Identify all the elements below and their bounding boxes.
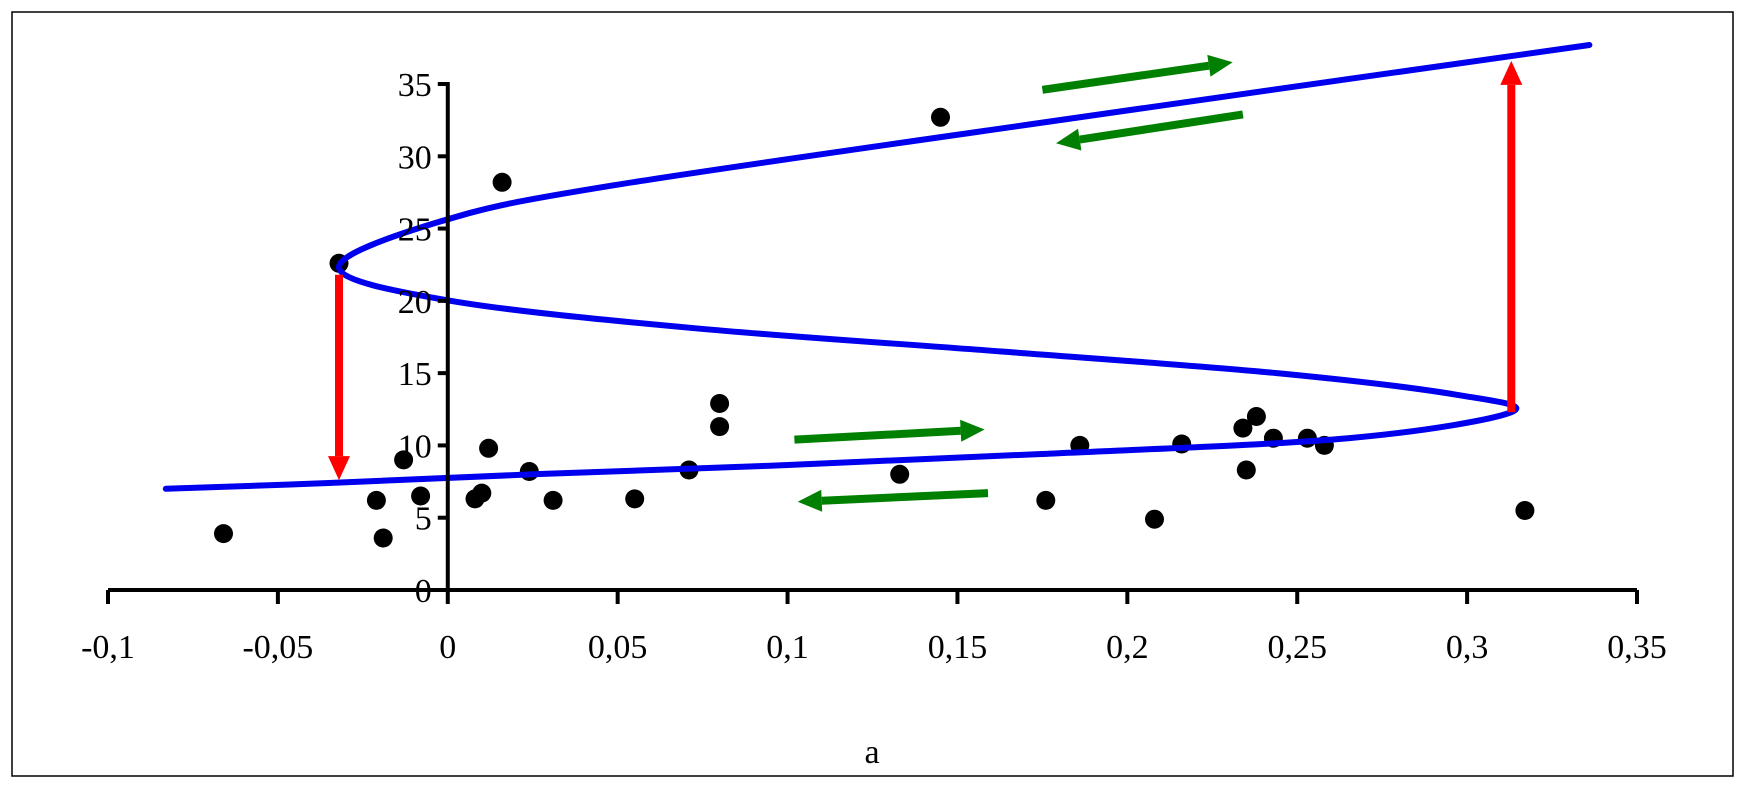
arrow-head [328, 456, 350, 481]
x-tick-label: 0,3 [1446, 629, 1489, 666]
x-tick-label: 0,15 [928, 629, 988, 666]
data-point [625, 489, 645, 509]
data-point [1515, 501, 1535, 520]
arrow-shaft [1079, 110, 1244, 144]
data-point [479, 438, 499, 458]
x-tick-label: -0,1 [81, 629, 135, 666]
x-tick-label: 0,05 [588, 629, 648, 666]
arrow-annotation [1041, 54, 1233, 94]
data-point [710, 394, 730, 413]
x-axis-title: a [864, 734, 879, 771]
arrow-head [1500, 60, 1523, 85]
y-tick-label: 5 [415, 501, 432, 538]
arrow-shaft [794, 426, 961, 444]
y-tick-label: 10 [398, 428, 432, 465]
y-tick-label: 15 [398, 356, 432, 393]
arrow-shaft [1041, 61, 1210, 94]
arrow-annotation [1056, 110, 1244, 151]
axes-layer [106, 82, 1639, 604]
arrow-annotation [328, 274, 350, 481]
data-point [394, 450, 414, 470]
data-point [890, 464, 910, 484]
arrow-annotation [1500, 60, 1523, 413]
arrow-shaft [821, 489, 989, 505]
x-tick-label: -0,05 [242, 629, 313, 666]
data-point [1236, 460, 1256, 480]
data-point [1233, 418, 1253, 438]
x-tick-label: 0 [439, 629, 456, 666]
arrow-annotation [794, 419, 985, 444]
y-tick-label: 25 [398, 212, 432, 249]
x-tick-label: 0,35 [1607, 629, 1667, 666]
data-point [710, 417, 730, 437]
data-point [492, 172, 512, 192]
data-point [214, 524, 233, 544]
arrow-annotation [797, 489, 989, 512]
data-point [543, 490, 563, 510]
x-tick-label: 0,25 [1267, 629, 1327, 666]
marks-layer [162, 42, 1593, 548]
data-point [411, 486, 431, 506]
y-tick-label: 35 [398, 67, 432, 104]
arrow-head [1056, 128, 1082, 151]
data-point [1036, 490, 1056, 510]
data-point [472, 483, 492, 503]
data-point [931, 107, 950, 127]
x-tick-label: 0,1 [766, 629, 809, 666]
annotations-layer [328, 54, 1523, 512]
y-tick-label: 30 [398, 139, 432, 176]
x-tick-label: 0,2 [1106, 629, 1149, 666]
data-point [366, 490, 386, 510]
series-line [162, 42, 1593, 492]
arrow-head [797, 489, 823, 512]
data-point [1246, 407, 1266, 426]
labels-layer: -0,1 -0,05 0 0,05 0,1 0,15 0,2 0,25 0,3 0,35 0 5 10 1… [81, 67, 1667, 666]
arrow-head [960, 419, 985, 442]
y-tick-label: 0 [415, 573, 432, 610]
y-tick-label: 20 [398, 284, 432, 321]
data-point [1145, 509, 1164, 529]
data-point [373, 528, 393, 548]
arrow-head [1207, 54, 1233, 77]
